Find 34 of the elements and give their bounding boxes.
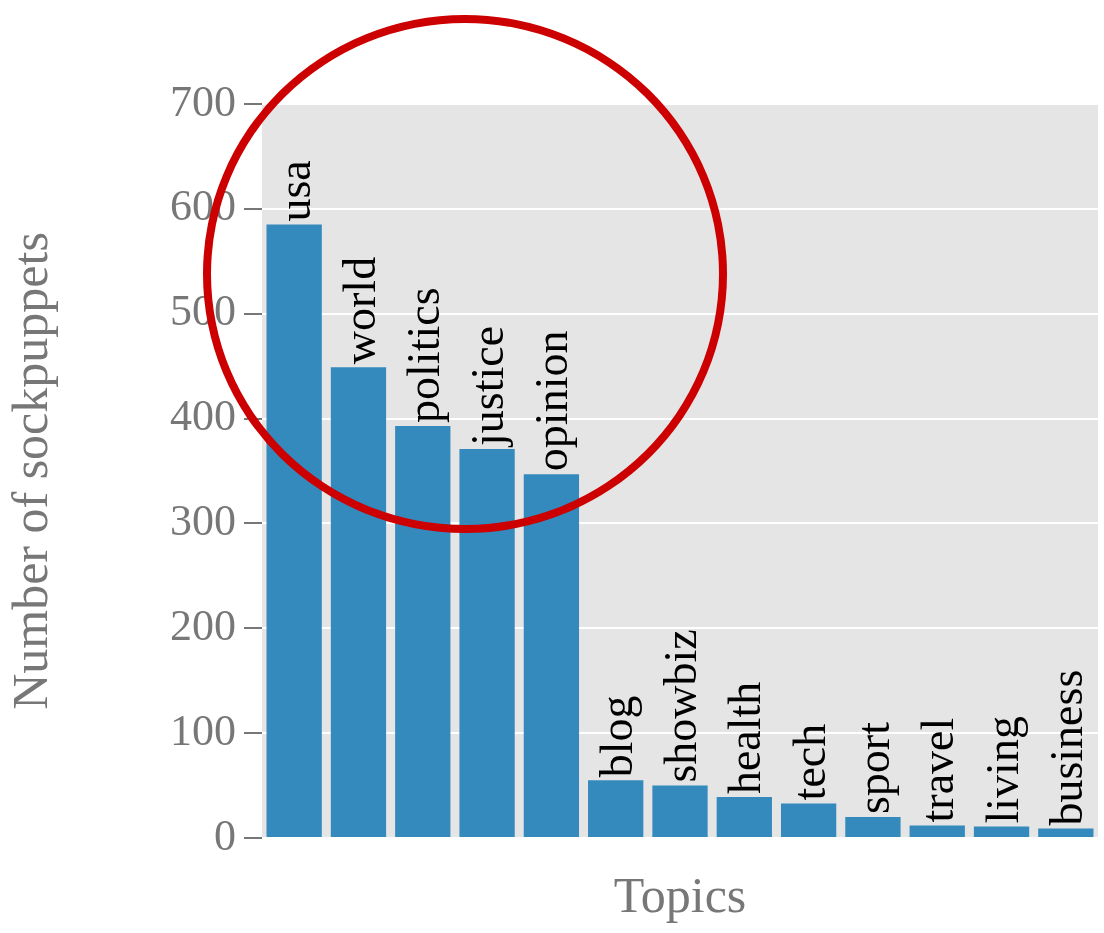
bar <box>330 367 387 837</box>
bar <box>973 826 1030 837</box>
bar <box>716 797 772 837</box>
x-tick-label: health <box>719 681 771 795</box>
y-tick-label: 300 <box>170 495 236 545</box>
bar <box>1038 828 1094 837</box>
x-tick-label: usa <box>269 160 321 222</box>
x-tick-label: blog <box>590 695 642 778</box>
bar <box>652 785 708 837</box>
y-axis-title: Number of sockpuppets <box>2 232 59 710</box>
bar <box>523 474 580 837</box>
x-tick-label: travel <box>912 717 964 823</box>
x-tick-label: opinion <box>526 330 578 472</box>
bar <box>780 803 837 837</box>
x-axis-title: Topics <box>613 867 747 924</box>
x-tick-label: business <box>1040 669 1092 826</box>
x-tick-label: living <box>976 716 1028 824</box>
bar <box>395 425 451 837</box>
y-tick-label: 200 <box>170 600 236 650</box>
y-tick-label: 400 <box>170 391 236 441</box>
y-tick-label: 700 <box>170 76 236 126</box>
bar <box>845 817 901 837</box>
y-tick-label: 0 <box>214 810 236 860</box>
x-tick-label: politics <box>397 287 449 423</box>
x-tick-label: showbiz <box>655 629 707 783</box>
bar <box>588 780 644 837</box>
y-tick-label: 100 <box>170 705 236 755</box>
x-tick-label: justice <box>462 325 514 448</box>
bar <box>266 224 322 837</box>
bar <box>459 448 515 837</box>
x-tick-label: tech <box>783 723 835 801</box>
x-tick-label: sport <box>848 721 899 815</box>
x-tick-label: world <box>333 256 385 365</box>
bar <box>909 825 965 837</box>
